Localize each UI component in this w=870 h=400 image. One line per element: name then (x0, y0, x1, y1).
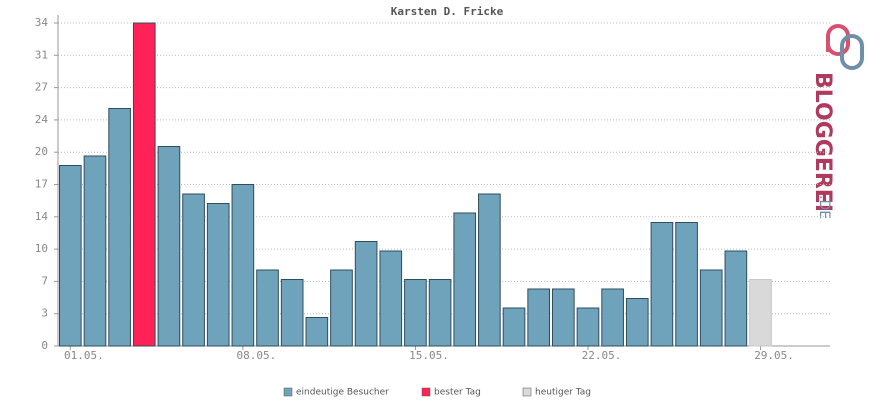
bar (576, 307, 600, 347)
bar (206, 203, 230, 347)
bar (502, 307, 526, 347)
bar (453, 212, 477, 347)
y-tick-label: 17 (35, 178, 48, 191)
y-tick-label: 34 (35, 16, 49, 29)
bar (330, 269, 353, 347)
legend-label: bester Tag (434, 388, 481, 398)
x-tick-label: 29.05. (754, 349, 794, 362)
y-tick-label: 0 (41, 339, 48, 352)
bar (527, 288, 550, 347)
x-tick-label: 15.05. (409, 349, 449, 362)
logo (826, 24, 864, 70)
logo-suffix: .DE (816, 195, 832, 219)
legend-label: eindeutige Besucher (296, 388, 389, 398)
bar (379, 250, 403, 347)
bar (354, 241, 378, 347)
x-tick-label: 01.05. (64, 349, 104, 362)
bar (625, 298, 649, 347)
y-tick-label: 7 (41, 274, 48, 287)
bar (256, 269, 279, 347)
bar (428, 279, 452, 347)
bar (157, 146, 181, 347)
y-tick-label: 27 (35, 81, 48, 94)
chart-title: Karsten D. Fricke (391, 5, 504, 18)
bar (699, 269, 723, 347)
bar (675, 222, 698, 347)
logo-text: BLOGGEREI (810, 72, 835, 212)
bar (404, 279, 427, 347)
legend-label: heutiger Tag (535, 388, 591, 398)
bar (83, 155, 107, 347)
bar (182, 193, 205, 347)
bar (552, 288, 575, 347)
y-tick-label: 20 (35, 145, 48, 158)
x-tick-label: 22.05. (582, 349, 622, 362)
y-tick-label: 3 (41, 307, 48, 320)
y-tick-label: 24 (35, 113, 49, 126)
legend-swatch (522, 387, 532, 397)
bar (132, 22, 156, 347)
bar (231, 184, 255, 347)
y-tick-label: 31 (35, 48, 48, 61)
x-tick-label: 08.05. (237, 349, 277, 362)
legend-swatch (283, 387, 293, 397)
bar (601, 288, 624, 347)
y-tick-label: 10 (35, 242, 48, 255)
bar (305, 317, 329, 347)
bar (280, 279, 304, 347)
bar (650, 222, 674, 347)
bar (108, 108, 131, 347)
logo-icon (840, 34, 864, 70)
bar (59, 165, 82, 347)
y-tick-label: 14 (35, 210, 49, 223)
bar (478, 193, 501, 347)
bar (749, 279, 772, 347)
legend-swatch (421, 387, 431, 397)
bar (724, 250, 748, 347)
